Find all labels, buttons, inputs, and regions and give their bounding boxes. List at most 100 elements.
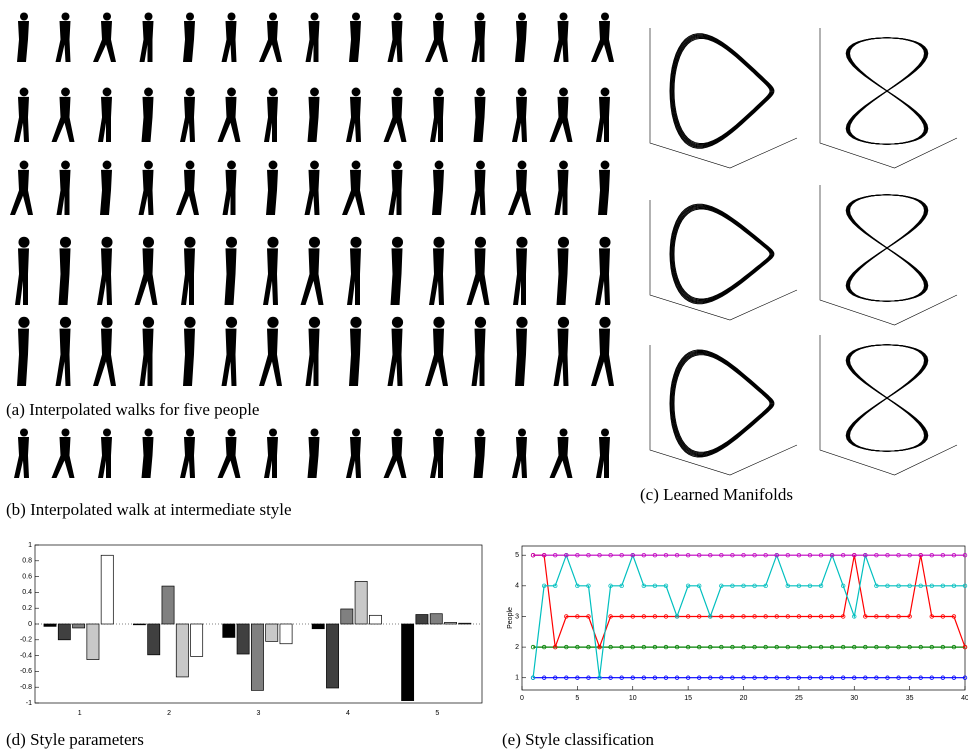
head [350,237,361,248]
head [476,161,485,170]
body [222,21,237,62]
y-tick-label: -0.8 [20,684,32,691]
body [472,21,486,62]
walker-silhouette [388,317,404,386]
body [259,21,282,62]
head [20,88,29,97]
body [596,97,610,142]
body [591,21,614,62]
walker-silhouette [346,429,361,479]
body [346,437,361,478]
y-tick-label: 0.8 [22,558,32,565]
body [598,170,610,215]
walker-silhouette [142,88,154,142]
walker-silhouette [472,317,487,386]
body [308,97,320,142]
body [512,437,527,478]
bar [312,624,324,629]
walker-silhouette [93,13,116,63]
walker-silhouette [305,161,320,215]
bar [266,624,278,641]
head [144,161,153,170]
walker-silhouette [512,429,527,479]
body [474,97,486,142]
body [308,437,320,478]
walker-silhouette [93,317,116,386]
walker-silhouette [52,88,75,142]
body [57,170,71,215]
walker-silhouette [135,237,158,305]
x-tick-label: 5 [435,710,439,717]
walker-silhouette [183,317,196,386]
head [311,13,319,21]
bar [148,624,160,655]
walker-silhouette [140,13,154,63]
walker-silhouette [430,88,444,142]
caption-c: (c) Learned Manifolds [640,485,793,504]
manifold-curve [674,39,770,144]
y-tick-label: 2 [515,644,519,651]
manifold-curve [672,206,773,302]
head [143,317,154,328]
walker-silhouette [98,88,112,142]
body [554,21,569,62]
walker-silhouette [10,161,33,215]
x-tick-label: 20 [740,695,748,702]
head [103,161,112,170]
walker-silhouette [550,88,573,142]
x-tick-label: 4 [346,710,350,717]
body [554,329,569,386]
walker-silhouette [596,429,610,479]
body [140,21,154,62]
body [595,248,610,305]
chart-title: (d) Style parameters [6,730,144,749]
walker-silhouette [183,13,195,63]
body [98,437,112,478]
manifold-curve [672,353,771,454]
walker-silhouette [467,237,490,305]
head [392,237,403,248]
y-tick-label: 0.6 [22,573,32,580]
body [93,21,116,62]
walker-silhouette [222,317,238,386]
y-tick-label: -0.2 [20,637,32,644]
head [435,161,444,170]
body [56,21,71,62]
head [310,161,319,170]
manifold-curve [671,205,773,303]
walker-silhouette [474,429,486,479]
walker-silhouette [306,13,320,63]
walker-silhouette [259,317,282,386]
walker-silhouette [474,88,486,142]
walker-silhouette [223,161,237,215]
walker-silhouette [391,237,404,305]
head [516,237,527,248]
head [309,317,320,328]
body [550,437,573,478]
walker-silhouette [17,317,30,386]
head [269,161,278,170]
body [342,170,365,215]
head [101,317,112,328]
manifold-curve [670,34,774,148]
head [352,88,361,97]
body [596,437,610,478]
walker-silhouette [14,88,29,142]
walker-silhouette [384,88,407,142]
head [103,88,112,97]
head [103,429,111,437]
walker-silhouette [342,161,365,215]
axes-3d [820,335,957,475]
body [306,21,320,62]
body [59,248,71,305]
walker-silhouette [598,161,610,215]
body [264,97,278,142]
bar [191,624,203,656]
y-tick-label: 3 [515,613,519,620]
bar [251,624,263,690]
head [558,237,569,248]
walker-silhouette [389,161,403,215]
head [392,317,403,328]
body [591,329,614,386]
walker-silhouette [515,13,527,63]
